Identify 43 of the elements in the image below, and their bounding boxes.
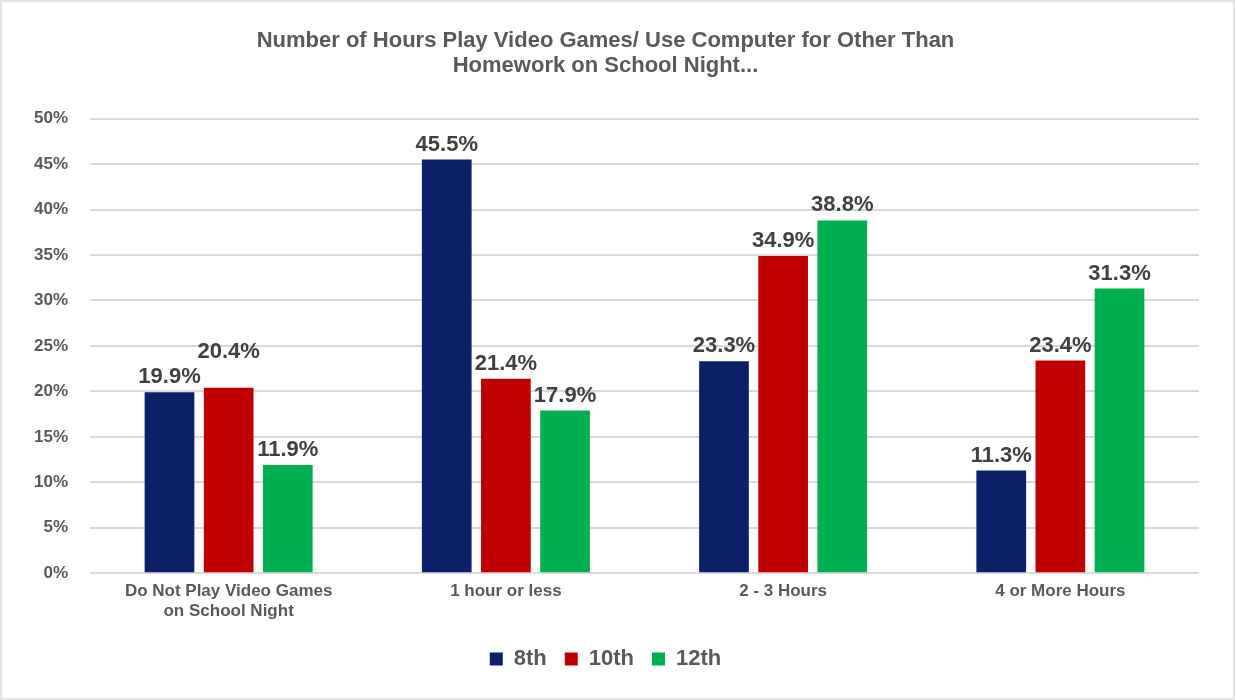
bar <box>1035 360 1086 573</box>
data-label: 38.8% <box>811 191 874 217</box>
y-tick-label: 50% <box>33 108 69 128</box>
bar <box>144 392 195 573</box>
y-tick-label: 45% <box>33 153 69 173</box>
y-tick-label: 25% <box>33 335 69 355</box>
bar <box>1094 288 1145 573</box>
y-tick-label: 30% <box>33 290 69 310</box>
y-tick-label: 5% <box>43 517 69 537</box>
y-tick-label: 0% <box>43 562 69 582</box>
y-tick-label: 20% <box>33 381 69 401</box>
bar <box>699 361 749 573</box>
data-label: 23.4% <box>1029 331 1092 357</box>
data-label: 19.9% <box>138 363 201 389</box>
data-label: 11.3% <box>970 441 1032 467</box>
legend-label: 10th <box>588 645 635 671</box>
bar <box>817 220 868 573</box>
y-tick-label: 10% <box>33 471 69 491</box>
y-tick-label: 35% <box>33 244 69 264</box>
data-label: 20.4% <box>197 338 260 364</box>
data-label: 17.9% <box>533 381 597 407</box>
chart-title: Number of Hours Play Video Games/ Use Computer for Other Than Homework on School Night... <box>256 26 955 78</box>
data-label: 34.9% <box>751 226 815 252</box>
x-tick-label: 1 hour or less <box>450 581 562 601</box>
data-label: 23.3% <box>692 332 756 358</box>
y-tick-label: 15% <box>33 426 69 446</box>
x-tick-label: Do Not Play Video Games on School Night <box>124 581 333 621</box>
data-label: 21.4% <box>474 349 538 375</box>
x-tick-label: 4 or More Hours <box>995 581 1126 601</box>
legend-label: 12th <box>676 645 722 671</box>
data-label: 11.9% <box>257 436 319 462</box>
bar <box>758 255 808 573</box>
bar <box>421 159 472 573</box>
bar <box>203 387 254 573</box>
bar <box>262 465 313 573</box>
y-tick-label: 40% <box>33 199 69 219</box>
x-tick-label: 2 - 3 Hours <box>739 581 828 601</box>
data-label: 31.3% <box>1088 259 1151 285</box>
bar <box>540 410 590 573</box>
bar <box>976 470 1027 573</box>
bar <box>481 378 531 573</box>
legend-label: 8th <box>513 645 547 671</box>
data-label: 45.5% <box>415 130 478 156</box>
